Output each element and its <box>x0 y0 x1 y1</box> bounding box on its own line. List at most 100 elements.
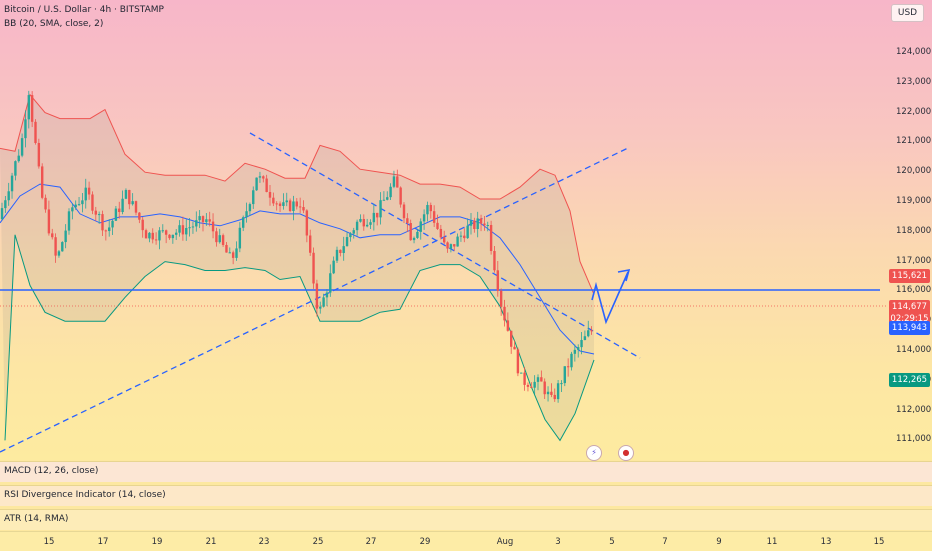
time-axis[interactable]: 15 17 19 21 23 25 27 29 Aug 3 5 7 9 11 13 15 <box>0 531 932 551</box>
candle <box>218 228 221 244</box>
candle <box>235 241 238 261</box>
candle <box>108 219 111 237</box>
candle <box>463 228 466 243</box>
candle <box>201 215 205 232</box>
price-axis-tick: 121,000 <box>896 136 932 147</box>
candle <box>164 229 168 244</box>
atr-pane[interactable]: ATR (14, RMA) <box>0 509 932 530</box>
time-axis-tick: 15 <box>43 537 55 547</box>
candle <box>339 249 342 257</box>
candle <box>402 202 406 223</box>
candle <box>443 230 446 245</box>
macd-pane[interactable]: MACD (12, 26, close) <box>0 461 932 482</box>
candle <box>419 218 422 240</box>
candle <box>268 185 272 206</box>
candle <box>97 211 101 224</box>
symbol-title[interactable]: Bitcoin / U.S. Dollar · 4h · BITSTAMP <box>4 5 164 15</box>
candle <box>412 236 416 244</box>
candle <box>566 358 570 377</box>
lightning-icon[interactable]: ⚡ <box>586 445 602 461</box>
candle <box>131 193 134 206</box>
candle <box>114 206 118 222</box>
candle <box>362 214 365 231</box>
candle <box>422 209 426 230</box>
candle <box>510 330 513 354</box>
candle <box>221 233 225 247</box>
candle <box>205 213 208 226</box>
candle <box>228 247 231 254</box>
candle <box>195 211 198 232</box>
candle <box>272 192 275 207</box>
falling-trendline <box>249 132 641 359</box>
candle <box>10 172 14 199</box>
candle <box>128 189 131 210</box>
candle <box>171 234 175 244</box>
candle <box>61 241 64 252</box>
candle <box>37 138 41 169</box>
currency-button[interactable]: USD <box>891 4 924 22</box>
candle <box>275 201 278 211</box>
candle <box>24 110 27 148</box>
candle <box>242 215 245 232</box>
candle <box>285 192 288 207</box>
price-chart-canvas[interactable] <box>0 0 932 460</box>
candle <box>309 229 312 256</box>
candle <box>295 198 298 210</box>
candle <box>449 243 453 253</box>
candle <box>416 228 419 239</box>
candle <box>111 219 114 236</box>
candle <box>134 200 138 216</box>
candle <box>121 190 124 215</box>
price-axis-tick: 117,000 <box>896 255 932 266</box>
candle <box>543 378 546 400</box>
us-flag-icon[interactable]: ● <box>618 445 634 461</box>
candle <box>51 228 54 240</box>
candle <box>453 244 456 251</box>
macd-legend[interactable]: MACD (12, 26, close) <box>4 466 99 476</box>
time-axis-tick: 11 <box>766 537 778 547</box>
candle <box>553 388 556 402</box>
candle <box>489 220 493 255</box>
candle <box>84 178 87 209</box>
rising-trendline <box>0 147 629 453</box>
candle <box>432 205 436 227</box>
projection-arrowhead <box>617 268 631 282</box>
candle <box>550 383 553 398</box>
candle <box>178 220 181 237</box>
rsi-legend[interactable]: RSI Divergence Indicator (14, close) <box>4 490 166 500</box>
candle <box>312 247 315 289</box>
atr-legend[interactable]: ATR (14, RMA) <box>4 514 69 524</box>
candle <box>154 232 158 245</box>
candle <box>231 250 235 265</box>
bollinger-basis-line <box>0 183 595 355</box>
candle <box>151 228 154 244</box>
price-axis-tick: 120,000 <box>896 166 932 177</box>
candle <box>255 177 258 191</box>
time-axis-tick: 5 <box>609 537 615 547</box>
rsi-pane[interactable]: RSI Divergence Indicator (14, close) <box>0 485 932 506</box>
candle <box>298 197 302 213</box>
candle <box>583 330 587 341</box>
candle <box>211 213 215 239</box>
candle <box>577 344 580 358</box>
candle <box>57 250 61 258</box>
candle <box>382 191 386 201</box>
candle <box>248 202 252 216</box>
candle <box>379 192 382 225</box>
candle <box>315 279 319 317</box>
candle <box>118 201 121 219</box>
candle <box>499 288 503 316</box>
candle <box>0 202 4 221</box>
candle <box>168 234 171 240</box>
candle <box>325 288 329 307</box>
candle <box>77 197 81 206</box>
chart-area[interactable]: Bitcoin / U.S. Dollar · 4h · BITSTAMP BB… <box>0 0 932 474</box>
candle <box>34 119 37 145</box>
candle <box>258 171 262 183</box>
candle <box>513 340 516 350</box>
candle <box>71 203 74 220</box>
candle <box>563 366 566 387</box>
price-axis-tick: 119,000 <box>896 196 932 206</box>
bollinger-bands-legend[interactable]: BB (20, SMA, close, 2) <box>4 19 104 29</box>
projection-path <box>591 271 629 325</box>
